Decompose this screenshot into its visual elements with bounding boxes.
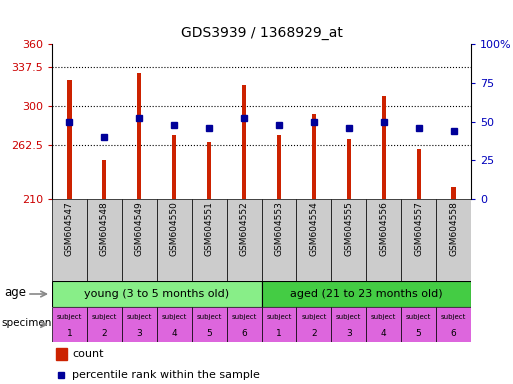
Text: GSM604558: GSM604558 bbox=[449, 202, 458, 257]
Text: subject: subject bbox=[336, 314, 362, 320]
Bar bbox=[52, 199, 87, 281]
Bar bbox=[207, 142, 211, 199]
Bar bbox=[417, 149, 421, 199]
Text: young (3 to 5 months old): young (3 to 5 months old) bbox=[84, 289, 229, 299]
Bar bbox=[227, 199, 262, 281]
Bar bbox=[192, 307, 227, 342]
Text: subject: subject bbox=[406, 314, 431, 320]
Text: GSM604549: GSM604549 bbox=[135, 202, 144, 256]
Bar bbox=[192, 199, 227, 281]
Text: 6: 6 bbox=[450, 329, 457, 338]
Text: 6: 6 bbox=[241, 329, 247, 338]
Text: GSM604550: GSM604550 bbox=[170, 202, 179, 257]
Text: 2: 2 bbox=[311, 329, 317, 338]
Text: 5: 5 bbox=[416, 329, 422, 338]
Bar bbox=[436, 307, 471, 342]
Bar bbox=[52, 281, 262, 307]
Bar bbox=[172, 135, 176, 199]
Text: subject: subject bbox=[162, 314, 187, 320]
Bar bbox=[277, 135, 281, 199]
Bar bbox=[331, 307, 366, 342]
Bar bbox=[87, 199, 122, 281]
Text: 4: 4 bbox=[381, 329, 386, 338]
Text: age: age bbox=[4, 286, 26, 299]
Bar bbox=[87, 307, 122, 342]
Bar bbox=[56, 348, 67, 360]
Text: 1: 1 bbox=[67, 329, 72, 338]
Bar bbox=[262, 281, 471, 307]
Text: subject: subject bbox=[301, 314, 327, 320]
Text: subject: subject bbox=[266, 314, 292, 320]
Bar bbox=[157, 307, 192, 342]
Bar bbox=[297, 307, 331, 342]
Text: subject: subject bbox=[127, 314, 152, 320]
Text: subject: subject bbox=[231, 314, 256, 320]
Text: GSM604555: GSM604555 bbox=[344, 202, 353, 257]
Bar bbox=[262, 307, 297, 342]
Bar bbox=[347, 139, 351, 199]
Text: GSM604554: GSM604554 bbox=[309, 202, 319, 256]
Text: subject: subject bbox=[196, 314, 222, 320]
Bar bbox=[262, 199, 297, 281]
Bar bbox=[382, 96, 386, 199]
Text: 3: 3 bbox=[346, 329, 352, 338]
Text: subject: subject bbox=[441, 314, 466, 320]
Text: subject: subject bbox=[92, 314, 117, 320]
Text: GSM604548: GSM604548 bbox=[100, 202, 109, 256]
Text: subject: subject bbox=[371, 314, 397, 320]
Bar bbox=[137, 73, 142, 199]
Bar bbox=[227, 307, 262, 342]
Bar bbox=[401, 307, 436, 342]
Text: 3: 3 bbox=[136, 329, 142, 338]
Text: 5: 5 bbox=[206, 329, 212, 338]
Bar bbox=[67, 80, 71, 199]
Text: percentile rank within the sample: percentile rank within the sample bbox=[72, 370, 260, 380]
Bar bbox=[451, 187, 456, 199]
Bar bbox=[122, 307, 157, 342]
Bar bbox=[331, 199, 366, 281]
Text: GSM604552: GSM604552 bbox=[240, 202, 248, 256]
Bar bbox=[366, 307, 401, 342]
Title: GDS3939 / 1368929_at: GDS3939 / 1368929_at bbox=[181, 26, 343, 40]
Bar bbox=[401, 199, 436, 281]
Text: subject: subject bbox=[57, 314, 82, 320]
Text: specimen: specimen bbox=[1, 318, 51, 328]
Text: GSM604553: GSM604553 bbox=[274, 202, 284, 257]
Text: 1: 1 bbox=[276, 329, 282, 338]
Bar bbox=[102, 160, 107, 199]
Text: 4: 4 bbox=[171, 329, 177, 338]
Text: GSM604557: GSM604557 bbox=[414, 202, 423, 257]
Bar bbox=[242, 85, 246, 199]
Bar bbox=[52, 307, 87, 342]
Bar bbox=[312, 114, 316, 199]
Bar bbox=[436, 199, 471, 281]
Bar bbox=[157, 199, 192, 281]
Text: 2: 2 bbox=[102, 329, 107, 338]
Text: count: count bbox=[72, 349, 104, 359]
Bar bbox=[122, 199, 157, 281]
Text: aged (21 to 23 months old): aged (21 to 23 months old) bbox=[290, 289, 443, 299]
Bar bbox=[297, 199, 331, 281]
Text: GSM604556: GSM604556 bbox=[379, 202, 388, 257]
Text: GSM604547: GSM604547 bbox=[65, 202, 74, 256]
Bar bbox=[366, 199, 401, 281]
Text: GSM604551: GSM604551 bbox=[205, 202, 213, 257]
